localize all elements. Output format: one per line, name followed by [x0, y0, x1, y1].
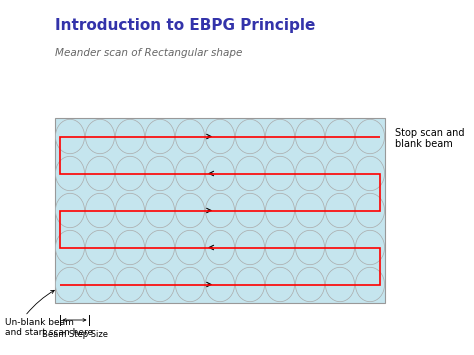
Text: Meander scan of Rectangular shape: Meander scan of Rectangular shape: [55, 48, 242, 58]
Ellipse shape: [55, 193, 84, 228]
Ellipse shape: [265, 267, 294, 302]
Ellipse shape: [265, 156, 294, 191]
Ellipse shape: [205, 119, 235, 154]
Ellipse shape: [116, 119, 145, 154]
Ellipse shape: [175, 119, 205, 154]
Ellipse shape: [205, 193, 235, 228]
Ellipse shape: [116, 230, 145, 265]
Ellipse shape: [205, 156, 235, 191]
Ellipse shape: [295, 230, 325, 265]
Ellipse shape: [116, 193, 145, 228]
Ellipse shape: [85, 193, 115, 228]
Ellipse shape: [326, 119, 355, 154]
Ellipse shape: [85, 119, 115, 154]
Ellipse shape: [295, 267, 325, 302]
Ellipse shape: [85, 267, 115, 302]
Ellipse shape: [146, 267, 174, 302]
Ellipse shape: [55, 230, 84, 265]
Ellipse shape: [146, 230, 174, 265]
Ellipse shape: [356, 230, 384, 265]
Ellipse shape: [85, 230, 115, 265]
Ellipse shape: [295, 193, 325, 228]
Ellipse shape: [356, 267, 384, 302]
Ellipse shape: [146, 119, 174, 154]
Ellipse shape: [326, 230, 355, 265]
Ellipse shape: [236, 156, 264, 191]
Ellipse shape: [265, 230, 294, 265]
Ellipse shape: [175, 193, 205, 228]
Ellipse shape: [116, 156, 145, 191]
Ellipse shape: [326, 156, 355, 191]
Ellipse shape: [146, 156, 174, 191]
Ellipse shape: [236, 230, 264, 265]
Ellipse shape: [175, 156, 205, 191]
Ellipse shape: [55, 156, 84, 191]
Ellipse shape: [265, 119, 294, 154]
Ellipse shape: [236, 119, 264, 154]
Ellipse shape: [55, 267, 84, 302]
Ellipse shape: [205, 267, 235, 302]
Text: Stop scan and
blank beam: Stop scan and blank beam: [395, 128, 465, 149]
Ellipse shape: [55, 119, 84, 154]
Text: Beam Step Size: Beam Step Size: [42, 330, 108, 339]
Bar: [55, 118, 385, 303]
Ellipse shape: [356, 119, 384, 154]
Ellipse shape: [326, 193, 355, 228]
Ellipse shape: [295, 119, 325, 154]
Ellipse shape: [295, 156, 325, 191]
Ellipse shape: [356, 156, 384, 191]
Text: Introduction to EBPG Principle: Introduction to EBPG Principle: [55, 18, 315, 33]
Ellipse shape: [175, 267, 205, 302]
Ellipse shape: [265, 193, 294, 228]
Ellipse shape: [146, 193, 174, 228]
Ellipse shape: [205, 230, 235, 265]
Text: Un-blank beam
and start scan here: Un-blank beam and start scan here: [5, 318, 93, 337]
Ellipse shape: [326, 267, 355, 302]
Ellipse shape: [236, 267, 264, 302]
Ellipse shape: [175, 230, 205, 265]
Ellipse shape: [236, 193, 264, 228]
Ellipse shape: [116, 267, 145, 302]
Ellipse shape: [85, 156, 115, 191]
Ellipse shape: [356, 193, 384, 228]
